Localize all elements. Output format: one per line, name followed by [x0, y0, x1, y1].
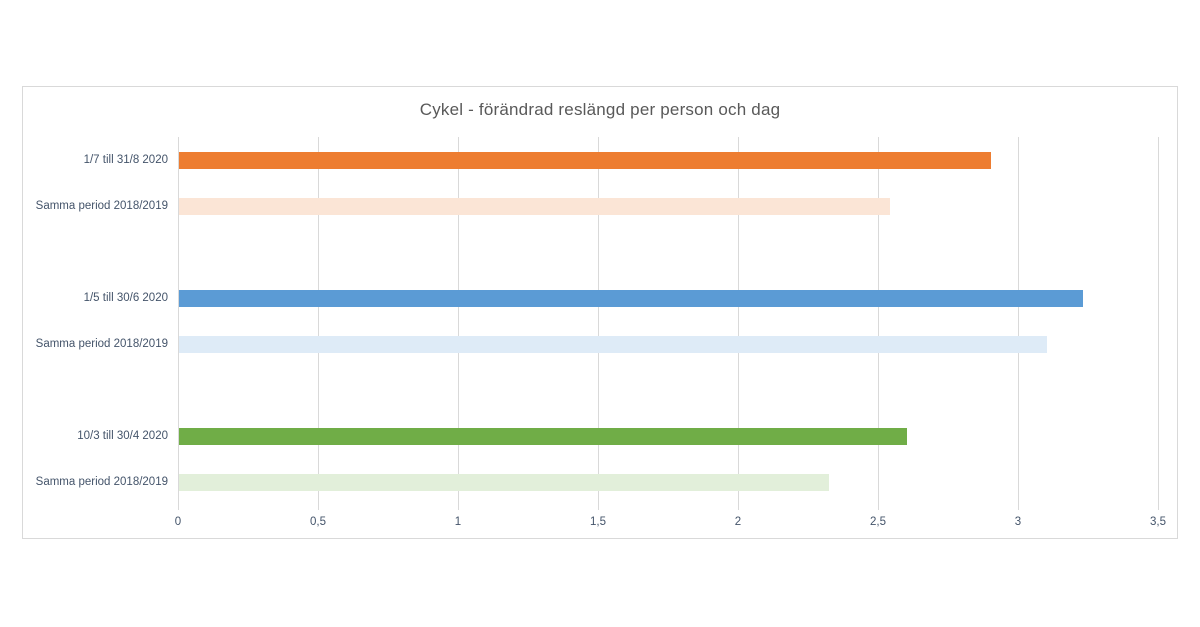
category-label: Samma period 2018/2019 — [35, 338, 168, 350]
category-label: 1/7 till 31/8 2020 — [83, 154, 168, 166]
gridline-1 — [458, 137, 459, 510]
category-label: Samma period 2018/2019 — [35, 476, 168, 488]
x-tick-label: 1 — [454, 516, 462, 528]
category-label: 10/3 till 30/4 2020 — [77, 430, 168, 442]
category-label: Samma period 2018/2019 — [35, 200, 168, 212]
plot-area: 1/7 till 31/8 2020 Samma period 2018/2019… — [36, 137, 1166, 528]
gridline-2 — [738, 137, 739, 510]
chart-container: Cykel - förändrad reslängd per person oc… — [22, 86, 1178, 539]
bar-mars-april-2020 — [179, 427, 907, 445]
category-label: 1/5 till 30/6 2020 — [83, 292, 168, 304]
chart-title: Cykel - förändrad reslängd per person oc… — [419, 100, 781, 119]
x-tick-label: 3 — [1014, 516, 1022, 528]
gridline-3,5 — [1158, 137, 1159, 510]
gridline-0 — [178, 137, 179, 510]
x-tick-label: 3,5 — [1150, 516, 1166, 528]
bar-juli-augusti-2018-2019 — [179, 197, 891, 215]
x-tick-label: 0 — [174, 516, 182, 528]
x-tick-label: 2 — [734, 516, 742, 528]
x-tick-label: 0,5 — [310, 516, 326, 528]
gridline-0,5 — [318, 137, 319, 510]
gridline-3 — [1018, 137, 1019, 510]
bar-maj-juni-2018-2019 — [179, 335, 1047, 353]
gridline-2,5 — [878, 137, 879, 510]
bar-mars-april-2018-2019 — [179, 473, 829, 491]
x-tick-label: 1,5 — [590, 516, 606, 528]
bar-maj-juni-2020 — [179, 289, 1084, 307]
gridline-1,5 — [598, 137, 599, 510]
bar-juli-augusti-2020 — [179, 151, 991, 169]
x-tick-label: 2,5 — [870, 516, 886, 528]
